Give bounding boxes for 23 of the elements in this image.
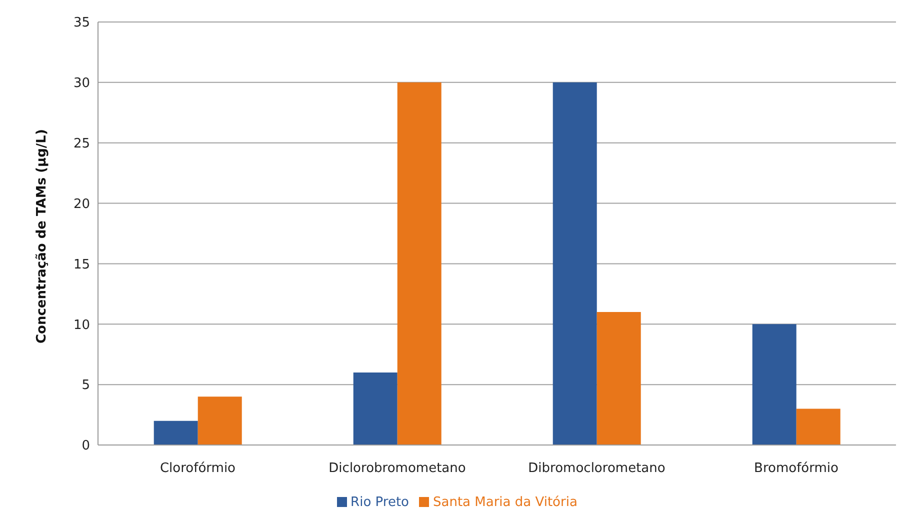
bar bbox=[353, 372, 398, 445]
x-tick-label: Bromofórmio bbox=[754, 461, 838, 476]
legend-label: Rio Preto bbox=[350, 495, 409, 510]
bar bbox=[752, 324, 796, 445]
y-tick-label: 30 bbox=[73, 76, 90, 92]
y-tick-label: 25 bbox=[73, 136, 90, 152]
y-tick-label: 5 bbox=[82, 378, 90, 394]
y-tick-label: 35 bbox=[73, 16, 90, 31]
bar bbox=[198, 396, 242, 445]
y-axis-title: Concentração de TAMs (µg/L) bbox=[34, 129, 50, 344]
y-tick-label: 0 bbox=[82, 438, 90, 454]
y-tick-label: 15 bbox=[73, 257, 90, 272]
legend-label: Santa Maria da Vitória bbox=[433, 495, 578, 510]
x-tick-label: Diclorobromometano bbox=[328, 461, 466, 476]
bar bbox=[552, 82, 597, 445]
bar bbox=[397, 82, 442, 445]
x-tick-label: Clorofórmio bbox=[160, 461, 236, 476]
y-tick-label: 10 bbox=[73, 318, 90, 333]
bar bbox=[154, 420, 198, 445]
x-tick-label: Dibromoclorometano bbox=[528, 461, 666, 476]
bar bbox=[796, 408, 840, 445]
bar bbox=[596, 312, 641, 445]
y-tick-label: 20 bbox=[73, 196, 90, 212]
